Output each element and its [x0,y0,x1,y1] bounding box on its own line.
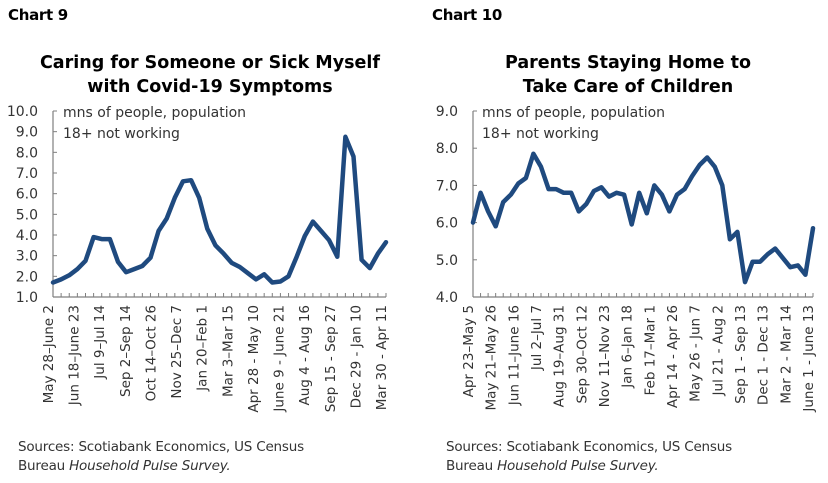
chart-9-svg: Caring for Someone or Sick Myself with C… [7,53,390,413]
source-prefix: Sources: Scotiabank Economics, US Census [18,439,304,455]
x-tick-label: Jul 2–Jul 7 [529,305,545,371]
x-tick-label: Sep 1 - Sep 13 [733,305,749,404]
series-line [50,134,389,285]
source-bureau: Bureau [446,458,494,474]
chart-9-annotation-line1: mns of people, population [63,105,246,121]
y-tick-label: 6.0 [16,187,38,203]
x-tick-label: Mar 2 - Mar 14 [778,305,794,404]
chart-10-panel: Chart 10 Parents Staying Home to Take Ca… [414,0,828,483]
y-tick-label: 7.0 [436,178,458,194]
x-tick-label: Aug 19–Aug 31 [552,305,568,407]
x-tick-label: Dec 29 - Jan 10 [348,305,364,408]
source-prefix: Sources: Scotiabank Economics, US Census [446,439,732,455]
chart-10-annotation-line1: mns of people, population [482,105,665,121]
y-tick-label: 8.0 [16,145,38,161]
source-bureau: Bureau [18,458,66,474]
chart-10-x-axis: Apr 23–May 5 May 21–May 26 Jun 11–June 16 J… [461,293,817,413]
chart-10-y-axis: 4.0 5.0 6.0 7.0 8.0 9.0 [436,104,477,306]
x-tick-label: Jan 20–Feb 1 [195,305,211,392]
x-tick-label: June 1 - June 13 [801,305,817,413]
x-tick-label: Apr 28 - May 10 [246,305,262,413]
x-tick-label: May 28–June 2 [41,305,57,403]
chart-10-title-line1: Parents Staying Home to [505,53,751,73]
x-tick-label: Jul 21 - Aug 2 [710,305,726,396]
x-tick-label: Sep 2–Sep 14 [118,305,134,397]
y-tick-label: 9.0 [16,125,38,141]
x-tick-label: May 21–May 26 [484,305,500,411]
x-tick-label: June 9 - June 21 [272,305,288,413]
chart-9-title-line1: Caring for Someone or Sick Myself [40,53,380,73]
y-tick-label: 10.0 [7,104,38,120]
x-tick-label: Sep 30–Oct 12 [574,305,590,403]
source-survey: Household Pulse Survey. [497,458,659,474]
x-tick-label: Dec 1 - Dec 13 [756,305,772,405]
y-tick-label: 6.0 [436,216,458,232]
x-tick-label: Apr 23–May 5 [461,305,477,397]
x-tick-label: May 26 - Jun 7 [688,305,704,402]
y-tick-label: 7.0 [16,166,38,182]
x-tick-label: Jun 18–June 23 [67,305,83,406]
x-tick-label: Mar 30 - Apr 11 [374,305,390,410]
y-tick-label: 2.0 [16,269,38,285]
x-tick-label: Jun 11–June 16 [506,305,522,406]
y-tick-label: 3.0 [16,249,38,265]
chart-10-label: Chart 10 [432,6,503,24]
x-tick-label: Nov 11–Nov 23 [597,305,613,407]
source-survey: Household Pulse Survey. [69,458,231,474]
x-tick-label: Apr 14 - Apr 26 [665,305,681,408]
x-tick-label: Jul 9–Jul 14 [92,305,108,380]
chart-9-label: Chart 9 [8,6,68,24]
chart-9-x-axis: May 28–June 2 Jun 18–June 23 Jul 9–Jul 14 S… [41,293,390,413]
chart-9-y-axis: 1.0 2.0 3.0 4.0 5.0 6.0 7.0 8.0 9.0 10.0 [7,104,57,306]
chart-9-annotation-line2: 18+ not working [63,126,180,142]
x-tick-label: Jan 6–Jan 18 [620,305,636,389]
chart-9-source: Sources: Scotiabank Economics, US Census… [18,438,304,476]
x-tick-label: Oct 14–Oct 26 [143,305,159,401]
chart-10-svg: Parents Staying Home to Take Care of Chi… [436,53,817,413]
x-tick-label: Sep 15 - Sep 27 [323,305,339,412]
x-tick-label: Nov 25–Dec 7 [169,305,185,399]
y-tick-label: 4.0 [436,290,458,306]
chart-9-panel: Chart 9 Caring for Someone or Sick Mysel… [7,6,390,476]
y-tick-label: 5.0 [16,207,38,223]
chart-10-title-line2: Take Care of Children [523,77,733,97]
x-tick-label: Mar 3–Mar 15 [220,305,236,397]
chart-10-series [470,151,816,285]
x-tick-label: Feb 17–Mar 1 [642,305,658,395]
y-tick-label: 9.0 [436,104,458,120]
series-line [470,151,816,285]
chart-10-source: Sources: Scotiabank Economics, US Census… [446,438,732,476]
chart-10-annotation-line2: 18+ not working [482,126,599,142]
chart-9-series [50,134,389,285]
y-tick-label: 1.0 [16,290,38,306]
x-tick-label: Aug 4 - Aug 16 [297,305,313,406]
chart-9-title-line2: with Covid-19 Symptoms [87,77,332,97]
y-tick-label: 5.0 [436,253,458,269]
y-tick-label: 8.0 [436,141,458,157]
y-tick-label: 4.0 [16,228,38,244]
